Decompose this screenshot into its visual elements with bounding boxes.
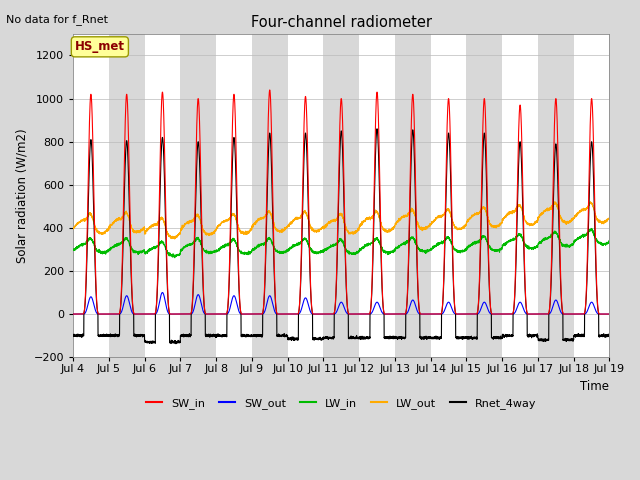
Bar [109,34,145,357]
X-axis label: Time: Time [580,380,609,393]
Legend: SW_in, SW_out, LW_in, LW_out, Rnet_4way: SW_in, SW_out, LW_in, LW_out, Rnet_4way [141,393,541,413]
Bar [502,34,538,357]
Bar [573,34,609,357]
Bar [467,34,502,357]
Text: No data for f_Rnet: No data for f_Rnet [6,14,108,25]
Bar [287,34,323,357]
Bar [145,34,180,357]
Text: HS_met: HS_met [75,40,125,53]
Bar [216,34,252,357]
Title: Four-channel radiometer: Four-channel radiometer [251,15,432,30]
Bar [180,34,216,357]
Bar [359,34,395,357]
Bar [323,34,359,357]
Bar [73,34,109,357]
Bar [431,34,467,357]
Y-axis label: Solar radiation (W/m2): Solar radiation (W/m2) [15,128,28,263]
Bar [538,34,573,357]
Bar [395,34,431,357]
Bar [252,34,287,357]
